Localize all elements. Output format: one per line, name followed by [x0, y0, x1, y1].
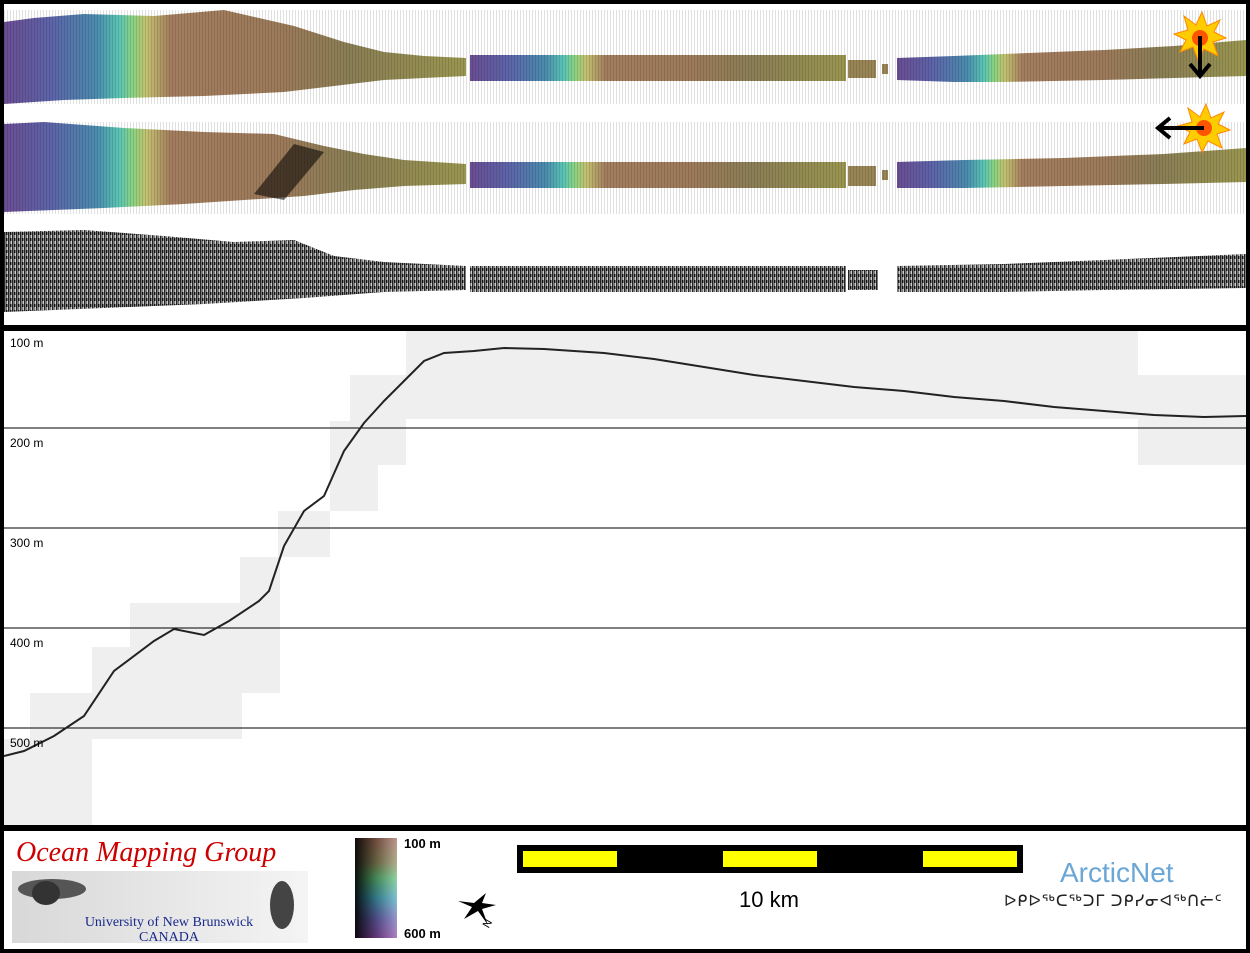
colorbar-top-label: 100 m — [404, 836, 441, 851]
relief-strip-east — [4, 122, 1246, 214]
depth-colorbar — [355, 838, 397, 938]
legend-panel: Ocean Mapping Group University of New Br… — [4, 831, 1246, 949]
depth-profile — [4, 331, 1246, 825]
swath-strips — [4, 10, 1246, 312]
backscatter-strip — [4, 230, 1246, 312]
arrow-left-icon — [1154, 116, 1204, 140]
swath-panel — [4, 4, 1246, 325]
colorbar-bottom-label: 600 m — [404, 926, 441, 941]
north-arrow-icon: N — [458, 893, 496, 930]
relief-strip-north — [4, 10, 1246, 104]
university-text: University of New Brunswick CANADA — [74, 915, 264, 945]
university-line: University of New Brunswick — [84, 915, 254, 930]
seafloor-profile-line — [4, 346, 1246, 757]
scale-label: 10 km — [739, 887, 799, 912]
north-label: N — [481, 917, 495, 930]
depth-label-300: 300 m — [10, 536, 44, 550]
depth-label-500: 500 m — [10, 736, 44, 750]
depth-label-200: 200 m — [10, 436, 44, 450]
depth-label-400: 400 m — [10, 636, 44, 650]
depth-profile-panel: 100 m 200 m 300 m 400 m 500 m — [4, 331, 1246, 825]
country-line: CANADA — [139, 930, 199, 945]
profile-window-boxes — [4, 331, 1246, 825]
depth-label-100: 100 m — [10, 336, 44, 350]
organization-title: Ocean Mapping Group — [16, 837, 277, 868]
omg-logo-image — [12, 871, 308, 943]
scale-bar — [517, 845, 1023, 873]
arcticnet-syllabics: ᐅᑭᐅᖅᑕᖅᑐᒥ ᑐᑭᓯᓂᐊᖅᑎᓖᑦ — [1004, 893, 1223, 910]
arcticnet-logo-text: ArcticNet — [1060, 857, 1174, 888]
arrow-down-icon — [1188, 36, 1212, 80]
depth-gridlines — [4, 427, 1246, 729]
